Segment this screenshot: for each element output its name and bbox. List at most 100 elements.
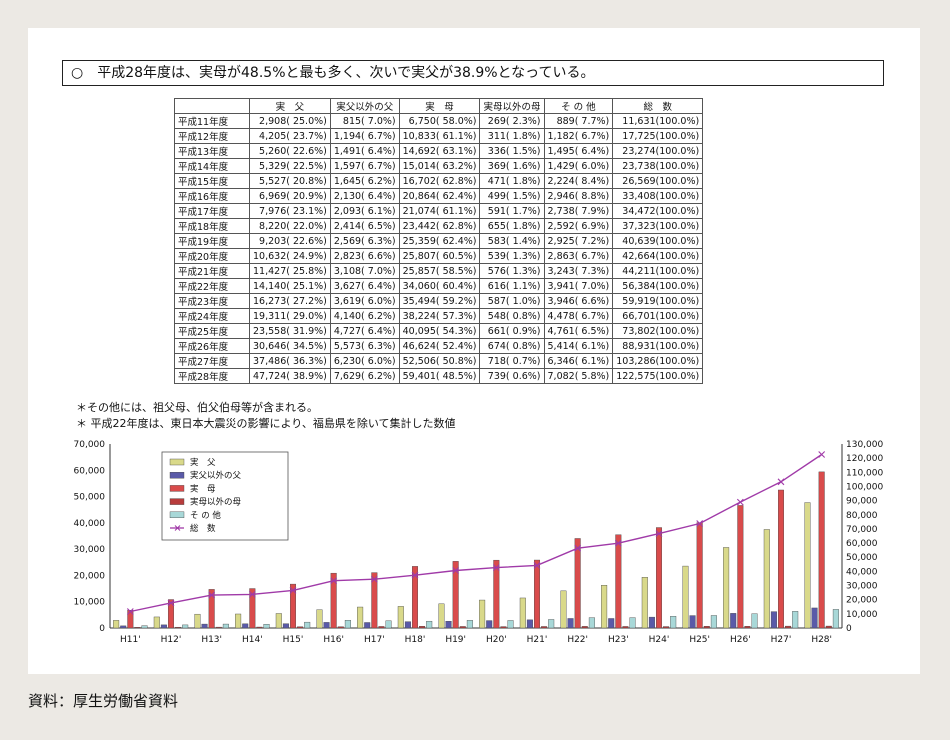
y-tick-label-right: 90,000 [846,497,878,507]
bar-3 [134,627,141,629]
table-cell: 336( 1.5%) [479,143,545,159]
table-cell: 6,750( 58.0%) [398,113,481,129]
table-cell: 548( 0.8%) [479,308,545,324]
bar-0 [601,585,608,629]
table-cell: 38,224( 57.3%) [398,308,481,324]
table-row: 平成17年度 7,976( 23.1%) 2,093( 6.1%) 21,074( 6… [174,203,704,219]
table-row: 平成27年度 37,486( 36.3%) 6,230( 6.0%) 52,506( … [174,353,704,369]
bar-0 [397,606,404,629]
bar-4 [629,617,636,629]
row-label: 平成12年度 [174,128,250,144]
table-cell: 23,442( 62.8%) [398,218,481,234]
column-header: 実母以外の母 [479,98,545,114]
table-cell: 25,359( 62.4%) [398,233,481,249]
table-cell: 3,619( 6.0%) [329,293,400,309]
bar-1 [323,622,330,629]
table-cell: 2,925( 7.2%) [543,233,614,249]
bar-2 [696,522,703,629]
x-tick-label: H11' [120,635,141,645]
table-cell: 674( 0.8%) [479,338,545,354]
table-cell: 4,140( 6.2%) [329,308,400,324]
bar-4 [466,620,473,629]
total-point [533,562,541,569]
legend-swatch-0 [169,458,185,466]
bar-0 [357,606,364,629]
table-cell: 4,205( 23.7%) [249,128,331,144]
table-cell: 14,140( 25.1%) [249,278,331,294]
table-cell: 11,427( 25.8%) [249,263,331,279]
row-label: 平成28年度 [174,368,250,384]
table-cell: 52,506( 50.8%) [398,353,481,369]
table-cell: 4,478( 6.7%) [543,308,614,324]
table-cell: 10,632( 24.9%) [249,248,331,264]
table-cell: 2,569( 6.3%) [329,233,400,249]
table-cell: 122,575(100.0%) [612,368,704,384]
y-tick-label-right: 50,000 [846,553,878,563]
table-cell: 3,243( 7.3%) [543,263,614,279]
column-header: 実 母 [398,98,481,114]
table-cell: 16,273( 27.2%) [249,293,331,309]
total-point [370,575,378,583]
table-cell: 59,401( 48.5%) [398,368,481,384]
legend-swatch-2 [169,485,185,492]
bar-4 [751,613,758,629]
x-tick-label: H21' [527,635,548,645]
bar-4 [792,611,799,629]
table-cell: 6,346( 6.1%) [543,353,614,369]
bar-1 [608,618,615,629]
table-cell: 6,969( 20.9%) [249,188,331,204]
total-point [208,591,216,599]
bar-0 [113,620,120,629]
bar-4 [426,620,433,629]
table-row: 平成14年度 5,329( 22.5%) 1,597( 6.7%) 15,014( 6… [174,158,704,174]
y-tick-label-left: 60,000 [74,466,106,476]
table-cell: 1,429( 6.0%) [543,158,614,174]
table-row: 平成12年度 4,205( 23.7%) 1,194( 6.7%) 10,833( 6… [174,128,704,144]
table-cell: 2,592( 6.9%) [543,218,614,234]
row-label: 平成16年度 [174,188,250,204]
legend-label-4: そ の 他 [190,510,221,521]
note-other: ＊その他には、祖父母、伯父伯母等が含まれる。 [76,401,318,414]
bar-0 [763,529,770,629]
table-cell: 2,908( 25.0%) [249,113,331,129]
bar-1 [486,620,493,629]
table-cell: 42,664(100.0%) [612,248,704,264]
x-tick-label: H27' [771,635,792,645]
total-point [452,567,460,574]
table-cell: 25,807( 60.5%) [398,248,481,264]
x-tick-label: H18' [405,635,426,645]
table-cell: 2,946( 8.8%) [543,188,614,204]
table-cell: 14,692( 63.1%) [398,143,481,159]
bar-1 [201,623,208,629]
bar-4 [182,624,189,629]
table-cell: 369( 1.6%) [479,158,545,174]
x-tick-label: H14' [242,635,263,645]
bar-3 [825,625,832,629]
table-cell: 103,286(100.0%) [612,353,704,369]
table-cell: 5,573( 6.3%) [329,338,400,354]
row-label: 平成18年度 [174,218,250,234]
bar-2 [615,534,622,629]
table-cell: 73,802(100.0%) [612,323,704,339]
y-tick-label-right: 110,000 [846,468,883,478]
bar-2 [330,572,337,629]
column-header: 実 父 [249,98,331,114]
row-label: 平成11年度 [174,113,250,129]
y-tick-label-left: 70,000 [74,440,106,450]
legend-label-0: 実 父 [190,457,216,468]
table-cell: 44,211(100.0%) [612,263,704,279]
y-tick-label-right: 60,000 [846,539,878,549]
combo-chart: 70,000 60,000 50,000 40,000 30,000 20,000 10,0… [74,440,884,645]
bar-2 [412,566,419,629]
legend-label-3: 実母以外の母 [190,497,241,508]
table-cell: 40,639(100.0%) [612,233,704,249]
bar-3 [622,626,629,629]
table-cell: 3,941( 7.0%) [543,278,614,294]
bar-1 [770,611,777,629]
bar-1 [120,625,127,629]
bar-1 [648,616,655,629]
x-tick-label: H19' [445,635,466,645]
y-tick-label-right: 70,000 [846,525,878,535]
column-header: そ の 他 [543,98,614,114]
x-tick-label: H12' [161,635,182,645]
